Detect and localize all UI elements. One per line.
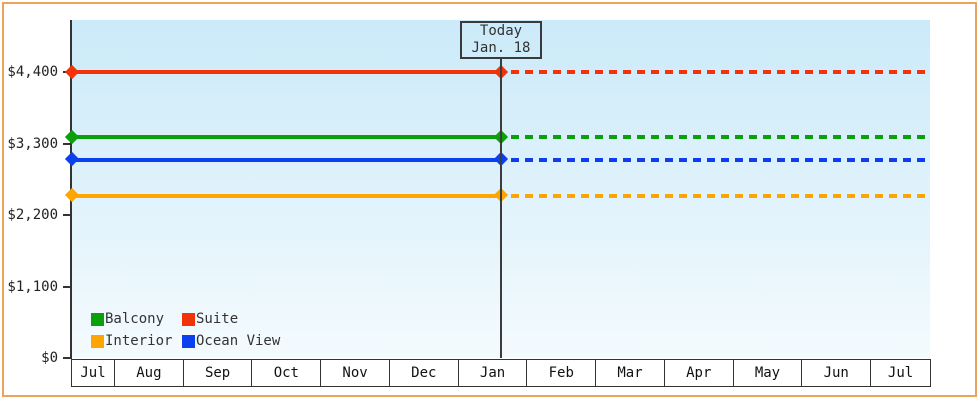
- legend-color-swatch: [182, 312, 195, 326]
- month-label-feb: Feb: [526, 360, 595, 386]
- y-tick: [63, 142, 71, 145]
- legend-label: Suite: [196, 311, 239, 327]
- month-label-jun: Jun: [801, 360, 870, 386]
- legend-label: Balcony: [105, 311, 165, 327]
- series-line-solid: [72, 157, 501, 162]
- month-label-jul: Jul: [870, 360, 930, 386]
- series-line-dashed-projection: [511, 135, 930, 139]
- series-line-solid: [72, 70, 501, 74]
- legend-item-interior: Interior: [91, 333, 182, 349]
- series-line-dashed-projection: [511, 70, 930, 74]
- month-label-may: May: [732, 360, 802, 386]
- y-tick: [63, 357, 71, 359]
- y-tick-label: $3,300: [7, 135, 58, 152]
- month-label-sep: Sep: [182, 360, 252, 386]
- y-tick-label: $2,200: [7, 207, 58, 223]
- month-label-dec: Dec: [388, 360, 458, 386]
- today-label-date: Jan. 18: [471, 40, 531, 56]
- y-tick: [63, 285, 71, 288]
- series-line-dashed-projection: [511, 157, 930, 162]
- legend-color-swatch: [182, 334, 195, 348]
- legend-color-swatch: [91, 312, 104, 326]
- month-label-oct: Oct: [251, 360, 320, 386]
- today-label-box: Today Jan. 18: [460, 21, 542, 59]
- legend-label: Ocean View: [196, 333, 281, 349]
- y-tick-label: $1,100: [7, 278, 58, 295]
- month-label-jul: Jul: [80, 365, 106, 381]
- series-line-dashed-projection: [511, 193, 930, 198]
- y-tick-label: $4,400: [7, 64, 58, 80]
- month-label-jan: Jan: [457, 360, 527, 386]
- month-label-nov: Nov: [320, 360, 389, 386]
- series-line-solid: [72, 135, 501, 139]
- legend-item-balcony: Balcony: [91, 311, 182, 327]
- series-line-solid: [72, 193, 501, 198]
- today-label-title: Today: [479, 23, 523, 39]
- month-label-apr: Apr: [663, 360, 733, 386]
- legend-item-ocean-view: Ocean View: [182, 333, 280, 349]
- legend: Balcony Suite Interior Ocean View: [91, 311, 280, 349]
- x-axis-month-band: Jul Aug Sep Oct Nov Dec Jan Feb Mar Apr May Jun Jul: [71, 359, 931, 387]
- legend-item-suite: Suite: [182, 311, 280, 327]
- month-label-mar: Mar: [595, 360, 664, 386]
- month-label-aug: Aug: [114, 360, 183, 386]
- today-marker-line: [500, 58, 502, 358]
- legend-label: Interior: [105, 333, 173, 349]
- y-tick: [63, 214, 71, 216]
- legend-color-swatch: [91, 334, 104, 348]
- y-tick-label: $0: [41, 350, 58, 366]
